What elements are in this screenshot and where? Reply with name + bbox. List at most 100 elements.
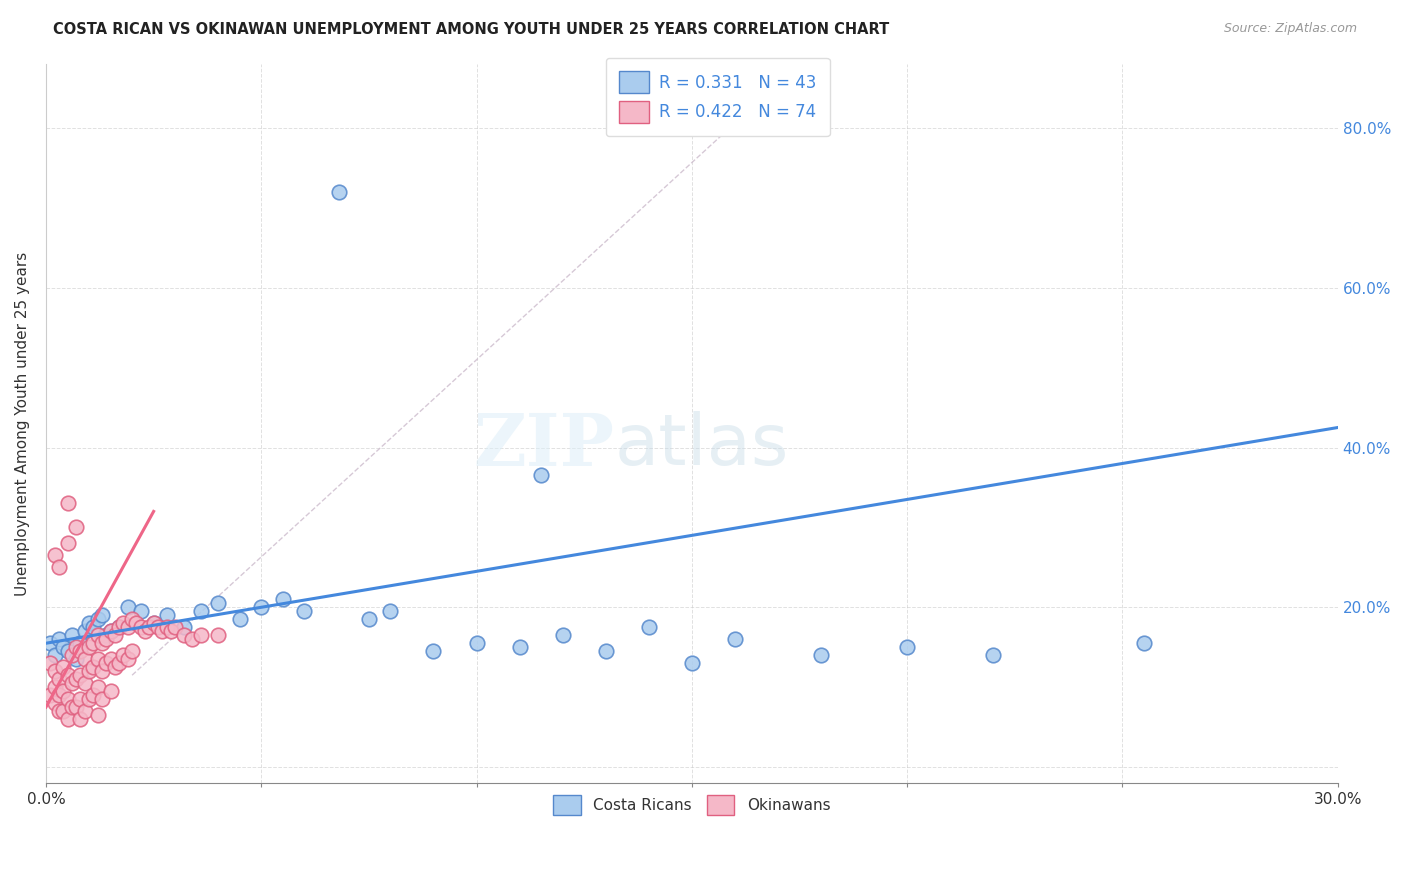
Point [82,660,104,674]
Point [108,620,131,634]
Point [44,549,66,563]
Point [125,616,148,631]
Point [146,620,169,634]
Point [250,600,273,615]
Text: COSTA RICAN VS OKINAWAN UNEMPLOYMENT AMONG YOUTH UNDER 25 YEARS CORRELATION CHAR: COSTA RICAN VS OKINAWAN UNEMPLOYMENT AMO… [53,22,890,37]
Point [44,648,66,663]
Point [155,608,177,623]
Point [52,640,75,655]
Point [48,704,70,718]
Point [422,644,444,658]
Point [96,657,118,671]
Point [91,664,114,678]
Point [91,692,114,706]
Y-axis label: Unemployment Among Youth under 25 years: Unemployment Among Youth under 25 years [15,252,30,596]
Point [39,657,62,671]
Point [100,684,122,698]
Point [65,652,87,666]
Point [637,620,659,634]
Point [77,664,100,678]
Point [69,692,91,706]
Point [44,664,66,678]
Point [65,640,87,655]
Point [104,660,127,674]
Point [86,628,108,642]
Point [129,604,152,618]
Point [160,624,183,639]
Point [121,644,143,658]
Point [82,620,104,634]
Point [73,652,96,666]
Point [60,628,83,642]
Point [56,496,79,510]
Point [150,624,173,639]
Point [190,628,212,642]
Point [100,652,122,666]
Point [1133,636,1156,650]
Point [60,700,83,714]
Point [465,636,488,650]
Point [39,636,62,650]
Point [60,676,83,690]
Point [39,688,62,702]
Point [509,640,531,655]
Point [44,680,66,694]
Point [724,632,747,647]
Point [69,712,91,726]
Point [96,632,118,647]
Point [681,657,703,671]
Point [69,668,91,682]
Point [530,468,553,483]
Point [52,660,75,674]
Point [77,640,100,655]
Point [52,704,75,718]
Point [142,616,165,631]
Point [56,668,79,682]
Point [65,672,87,686]
Point [112,616,135,631]
Text: ZIP: ZIP [474,409,614,481]
Point [896,640,918,655]
Point [44,696,66,710]
Point [108,620,131,634]
Point [357,612,380,626]
Point [117,652,139,666]
Point [207,628,229,642]
Point [96,628,118,642]
Point [100,624,122,639]
Point [173,628,195,642]
Point [56,712,79,726]
Legend: Costa Ricans, Okinawans: Costa Ricans, Okinawans [543,785,841,826]
Point [86,612,108,626]
Text: atlas: atlas [614,410,789,480]
Point [73,676,96,690]
Point [108,657,131,671]
Point [69,636,91,650]
Point [138,620,160,634]
Point [121,612,143,626]
Point [73,704,96,718]
Point [142,616,165,631]
Point [551,628,574,642]
Point [173,620,195,634]
Point [810,648,832,663]
Point [69,644,91,658]
Point [86,680,108,694]
Point [981,648,1004,663]
Point [117,620,139,634]
Point [155,620,177,634]
Point [82,688,104,702]
Point [60,648,83,663]
Point [86,708,108,723]
Point [56,536,79,550]
Point [73,624,96,639]
Point [91,636,114,650]
Point [48,672,70,686]
Point [56,692,79,706]
Point [91,608,114,623]
Point [271,592,294,607]
Point [48,632,70,647]
Point [56,644,79,658]
Point [100,624,122,639]
Point [65,700,87,714]
